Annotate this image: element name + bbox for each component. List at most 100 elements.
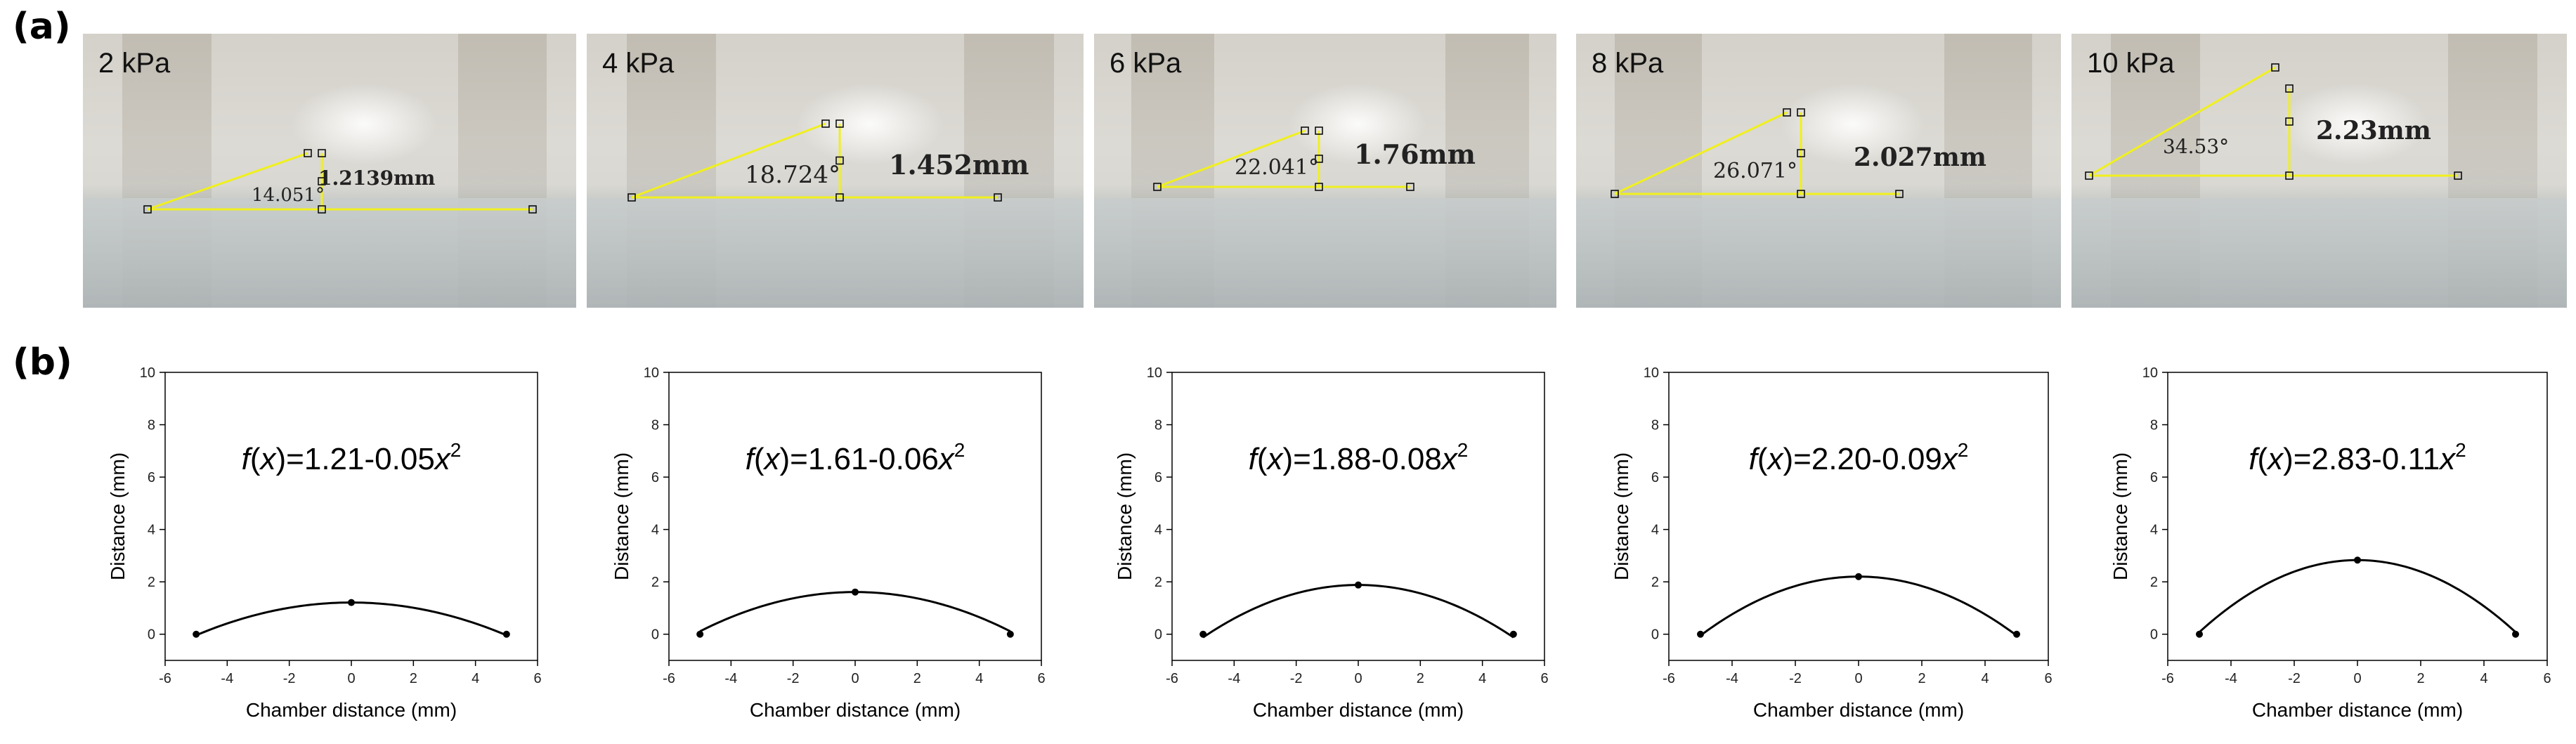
x-tick-label: 6 <box>1540 671 1548 686</box>
x-tick-label: -6 <box>663 671 675 686</box>
x-tick-label: 2 <box>410 671 417 686</box>
chart-svg: 0 2 4 6 8 10 -6 -4 -2 0 2 4 6 f(x)=2.83-0.11x2 Chamber… <box>2109 365 2551 721</box>
x-axis-label: Chamber distance (mm) <box>1253 699 1464 721</box>
y-tick-label: 6 <box>651 470 659 485</box>
panel-label-a: (a) <box>13 6 71 48</box>
angle-line <box>631 122 826 199</box>
handle <box>1153 183 1162 191</box>
data-point <box>193 630 200 638</box>
data-point <box>2013 630 2020 638</box>
data-point <box>1355 581 1362 589</box>
height-label: 2.027mm <box>1854 143 1986 172</box>
pressure-label: 10 kPa <box>2087 48 2175 79</box>
photo-4: 26.071° 2.027mm 8 kPa <box>1576 34 2061 308</box>
data-point <box>1855 573 1862 580</box>
chart-3: 0 2 4 6 8 10 -6 -4 -2 0 2 4 6 f(x)=1.88-0.08x2 Chamber… <box>1095 351 1559 741</box>
y-tick-label: 4 <box>651 523 659 538</box>
angle-label: 18.724° <box>745 161 840 189</box>
fit-curve <box>2198 559 2517 633</box>
data-point <box>1509 630 1517 638</box>
data-point <box>502 630 510 638</box>
x-tick-label: -2 <box>283 671 296 686</box>
y-tick-label: 4 <box>1154 523 1162 538</box>
equation-label: f(x)=1.21-0.05x2 <box>242 439 462 476</box>
x-tick-label: 0 <box>1854 671 1862 686</box>
y-axis-label: Distance (mm) <box>1114 452 1136 580</box>
handle <box>1315 183 1323 191</box>
handle <box>1895 190 1904 198</box>
x-tick-label: 4 <box>2480 671 2487 686</box>
y-tick-label: 2 <box>148 575 155 590</box>
handle <box>1301 126 1309 135</box>
chart-4: 0 2 4 6 8 10 -6 -4 -2 0 2 4 6 f(x)=2.20-0.09x2 Chamber… <box>1592 351 2062 741</box>
x-tick-label: 2 <box>2416 671 2424 686</box>
photo-2: 18.724° 1.452mm 4 kPa <box>587 34 1084 308</box>
x-tick-label: -4 <box>2225 671 2237 686</box>
y-axis-label: Distance (mm) <box>611 452 632 580</box>
photo-3: 22.041° 1.76mm 6 kPa <box>1094 34 1556 308</box>
data-point <box>696 630 704 638</box>
handle <box>2271 63 2279 72</box>
y-tick-label: 4 <box>1651 523 1659 538</box>
chart-5: 0 2 4 6 8 10 -6 -4 -2 0 2 4 6 f(x)=2.83-0.11x2 Chamber… <box>2090 351 2561 741</box>
x-axis-label: Chamber distance (mm) <box>2252 699 2463 721</box>
x-tick-label: 6 <box>533 671 541 686</box>
handle <box>835 193 844 202</box>
plot-frame <box>668 372 1042 661</box>
x-tick-label: 2 <box>1417 671 1424 686</box>
x-tick-label: 0 <box>347 671 355 686</box>
chart-2: 0 2 4 6 8 10 -6 -4 -2 0 2 4 6 f(x)=1.61-0.06x2 Chamber… <box>592 351 1055 741</box>
y-tick-label: 10 <box>1147 365 1162 381</box>
handle <box>1797 190 1805 198</box>
x-axis-label: Chamber distance (mm) <box>1753 699 1964 721</box>
y-tick-label: 2 <box>1651 575 1659 590</box>
y-tick-label: 0 <box>1651 627 1659 643</box>
data-point <box>2196 630 2203 638</box>
handle <box>304 149 312 157</box>
y-tick-label: 2 <box>651 575 659 590</box>
handle <box>2285 171 2294 180</box>
x-tick-label: -2 <box>787 671 800 686</box>
y-tick-label: 2 <box>1154 575 1162 590</box>
panel-label-b: (b) <box>13 341 72 384</box>
y-tick-label: 8 <box>148 418 155 433</box>
handle <box>1797 108 1805 117</box>
chart-svg: 0 2 4 6 8 10 -6 -4 -2 0 2 4 6 f(x)=1.61-0.06x2 Chamber… <box>611 365 1046 721</box>
photo-annotations: 26.071° 2.027mm <box>1611 108 1986 198</box>
chart-svg: 0 2 4 6 8 10 -6 -4 -2 0 2 4 6 f(x)=1.88-0.08x2 Chamber… <box>1114 365 1549 721</box>
handle <box>318 149 326 157</box>
y-tick-label: 10 <box>644 365 659 381</box>
photo-5: 34.53° 2.23mm 10 kPa <box>2071 34 2567 308</box>
y-tick-label: 0 <box>651 627 659 643</box>
pressure-label: 2 kPa <box>98 48 171 79</box>
x-tick-label: 0 <box>2353 671 2361 686</box>
handle <box>1611 190 1619 198</box>
y-axis-label: Distance (mm) <box>2109 452 2131 580</box>
data-point <box>348 599 355 606</box>
fit-curve <box>699 591 1011 632</box>
data-point <box>852 588 859 596</box>
height-label: 1.76mm <box>1354 138 1476 170</box>
y-axis-label: Distance (mm) <box>1611 452 1632 580</box>
angle-label: 34.53° <box>2163 135 2229 158</box>
y-tick-label: 4 <box>148 523 155 538</box>
chart-svg: 0 2 4 6 8 10 -6 -4 -2 0 2 4 6 f(x)=2.20-0.09x2 Chamber… <box>1611 365 2053 721</box>
y-tick-label: 6 <box>148 470 155 485</box>
photo-annotations: 22.041° 1.76mm <box>1153 126 1476 191</box>
y-tick-label: 0 <box>148 627 155 643</box>
fit-curve <box>1700 575 2017 637</box>
handle <box>1315 155 1323 163</box>
angle-label: 26.071° <box>1713 159 1797 183</box>
handle <box>627 193 636 202</box>
handle <box>2285 117 2294 126</box>
handle <box>2085 171 2093 180</box>
handle <box>143 205 152 214</box>
handle <box>1315 126 1323 135</box>
x-tick-label: -6 <box>2161 671 2174 686</box>
handle <box>1406 183 1414 191</box>
y-tick-label: 8 <box>651 418 659 433</box>
equation-label: f(x)=2.20-0.09x2 <box>1749 439 1969 476</box>
x-tick-label: -6 <box>159 671 171 686</box>
x-tick-label: -4 <box>724 671 737 686</box>
y-tick-label: 0 <box>1154 627 1162 643</box>
